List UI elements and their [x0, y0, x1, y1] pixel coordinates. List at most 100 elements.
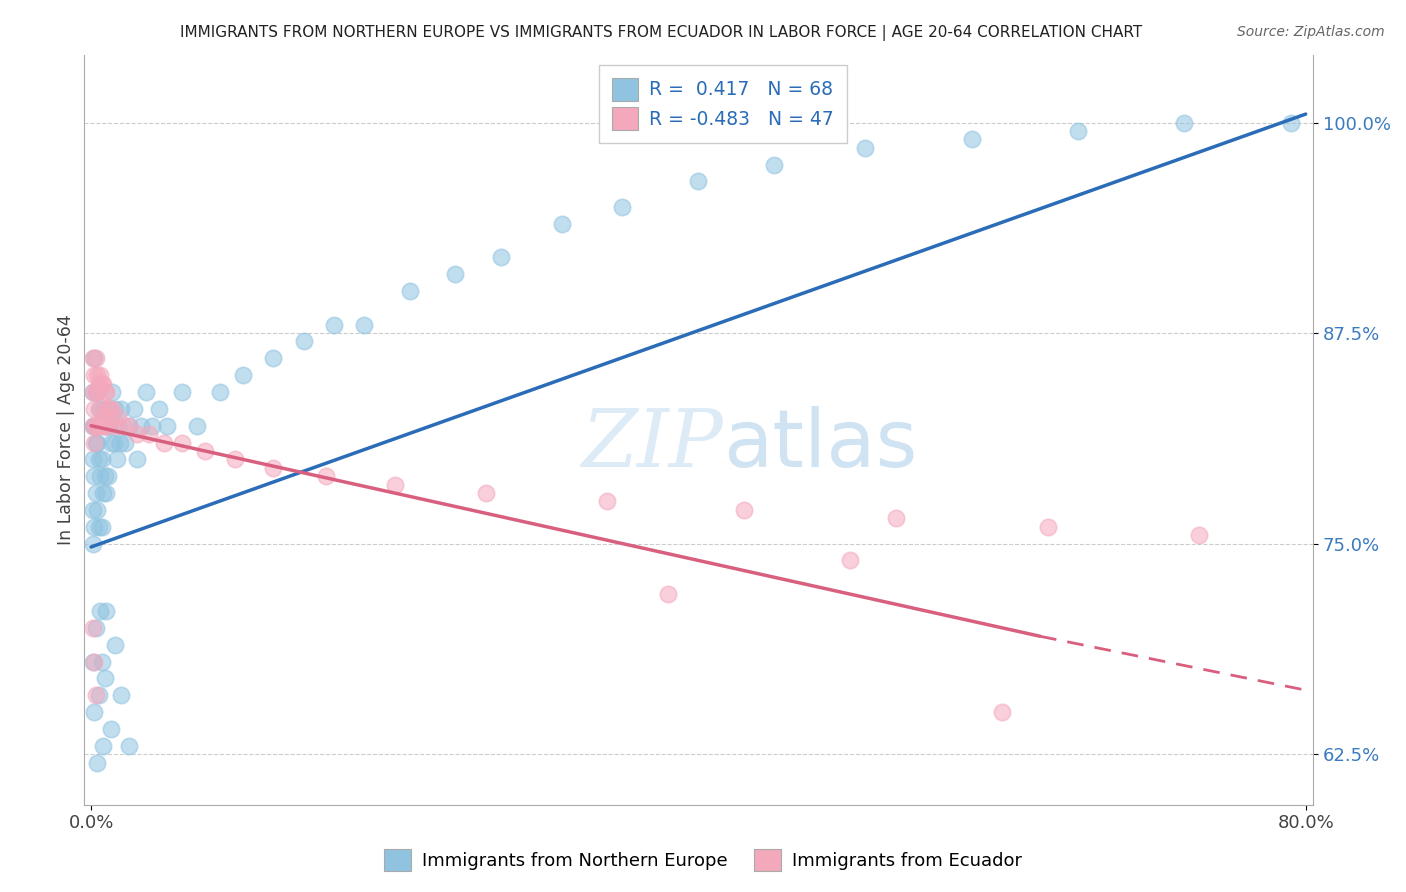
Point	[194, 444, 217, 458]
Point	[110, 401, 132, 416]
Point	[97, 401, 120, 416]
Point	[96, 604, 118, 618]
Point	[91, 486, 114, 500]
Text: Source: ZipAtlas.com: Source: ZipAtlas.com	[1237, 25, 1385, 39]
Point	[384, 477, 406, 491]
Point	[172, 384, 194, 399]
Point	[104, 401, 127, 416]
Point	[262, 460, 284, 475]
Legend: Immigrants from Northern Europe, Immigrants from Ecuador: Immigrants from Northern Europe, Immigra…	[377, 842, 1029, 879]
Point	[90, 655, 112, 669]
Point	[84, 435, 107, 450]
Point	[118, 739, 141, 753]
Point	[83, 351, 105, 366]
Point	[118, 418, 141, 433]
Point	[172, 435, 194, 450]
Point	[763, 158, 786, 172]
Point	[84, 384, 107, 399]
Point	[118, 418, 141, 433]
Point	[86, 435, 108, 450]
Point	[839, 553, 862, 567]
Point	[87, 401, 110, 416]
Point	[84, 486, 107, 500]
Point	[122, 401, 145, 416]
Point	[91, 739, 114, 753]
Point	[86, 503, 108, 517]
Point	[82, 655, 104, 669]
Point	[100, 722, 122, 736]
Point	[97, 469, 120, 483]
Point	[156, 418, 179, 433]
Point	[1036, 520, 1059, 534]
Point	[153, 435, 176, 450]
Point	[94, 418, 117, 433]
Point	[884, 511, 907, 525]
Point	[87, 418, 110, 433]
Point	[960, 132, 983, 146]
Point	[82, 418, 104, 433]
Point	[101, 384, 124, 399]
Text: IMMIGRANTS FROM NORTHERN EUROPE VS IMMIGRANTS FROM ECUADOR IN LABOR FORCE | AGE : IMMIGRANTS FROM NORTHERN EUROPE VS IMMIG…	[180, 25, 1142, 41]
Point	[110, 688, 132, 702]
Point	[86, 756, 108, 770]
Point	[86, 418, 108, 433]
Point	[100, 410, 122, 425]
Point	[186, 418, 208, 433]
Point	[84, 688, 107, 702]
Point	[292, 334, 315, 349]
Point	[84, 621, 107, 635]
Point	[141, 418, 163, 433]
Point	[91, 401, 114, 416]
Point	[94, 384, 117, 399]
Point	[688, 174, 710, 188]
Point	[87, 376, 110, 391]
Point	[125, 427, 148, 442]
Point	[90, 452, 112, 467]
Point	[991, 705, 1014, 719]
Point	[91, 410, 114, 425]
Point	[1188, 528, 1211, 542]
Point	[103, 435, 125, 450]
Point	[101, 401, 124, 416]
Point	[475, 486, 498, 500]
Point	[82, 351, 104, 366]
Point	[125, 452, 148, 467]
Point	[209, 384, 232, 399]
Point	[83, 469, 105, 483]
Point	[83, 368, 105, 383]
Point	[315, 469, 337, 483]
Point	[96, 384, 118, 399]
Point	[111, 418, 134, 433]
Point	[733, 503, 755, 517]
Point	[90, 376, 112, 391]
Point	[86, 368, 108, 383]
Point	[98, 418, 121, 433]
Point	[82, 503, 104, 517]
Point	[82, 384, 104, 399]
Point	[94, 671, 117, 685]
Point	[89, 469, 111, 483]
Point	[82, 384, 104, 399]
Legend: R =  0.417   N = 68, R = -0.483   N = 47: R = 0.417 N = 68, R = -0.483 N = 47	[599, 64, 848, 143]
Point	[323, 318, 346, 332]
Text: ZIP: ZIP	[581, 406, 723, 483]
Text: atlas: atlas	[723, 406, 917, 483]
Point	[104, 418, 127, 433]
Point	[596, 494, 619, 508]
Point	[83, 401, 105, 416]
Point	[83, 520, 105, 534]
Point	[135, 384, 157, 399]
Point	[98, 401, 121, 416]
Point	[612, 200, 634, 214]
Point	[84, 351, 107, 366]
Point	[105, 452, 128, 467]
Point	[399, 284, 422, 298]
Point	[1067, 124, 1090, 138]
Point	[86, 384, 108, 399]
Point	[82, 621, 104, 635]
Point	[90, 520, 112, 534]
Y-axis label: In Labor Force | Age 20-64: In Labor Force | Age 20-64	[58, 315, 75, 545]
Point	[129, 418, 152, 433]
Point	[86, 384, 108, 399]
Point	[232, 368, 254, 383]
